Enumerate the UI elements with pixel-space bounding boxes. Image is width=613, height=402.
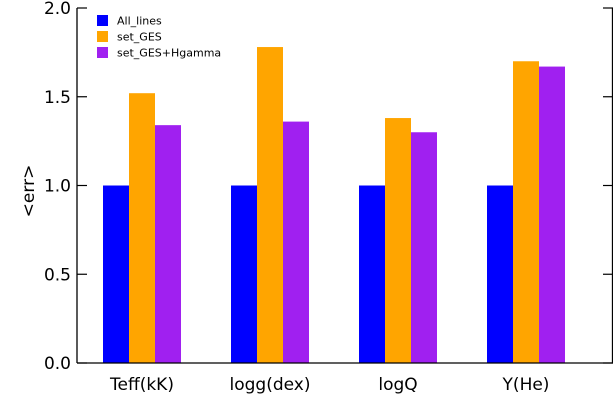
- bar-all-lines-0: [103, 185, 129, 363]
- y-tick-label: 0.5: [44, 265, 71, 285]
- bar-set-ges-hgamma-2: [411, 132, 437, 363]
- legend-swatch: [97, 31, 108, 42]
- legend-swatch: [97, 47, 108, 58]
- bar-set-ges-hgamma-1: [283, 121, 309, 363]
- bar-set-ges-1: [257, 47, 283, 364]
- bar-set-ges-hgamma-0: [155, 125, 181, 364]
- legend: All_lines set_GES set_GES+Hgamma: [97, 15, 221, 60]
- bar-set-ges-hgamma-3: [539, 66, 565, 363]
- bar-set-ges-2: [385, 118, 411, 363]
- legend-swatch: [97, 15, 108, 26]
- bar-set-ges-0: [129, 93, 155, 363]
- bar-all-lines-1: [231, 185, 257, 363]
- x-tick-label: logg(dex): [230, 375, 311, 395]
- bar-all-lines-3: [487, 185, 513, 363]
- y-tick-label: 1.5: [44, 88, 71, 108]
- bar-all-lines-2: [359, 185, 385, 363]
- legend-label: All_lines: [117, 15, 162, 28]
- axes-layer: Teff(kK) logg(dex) logQ Y(He) 0.0 0.5 1.0 1.5 2.…: [44, 0, 613, 395]
- legend-label: set_GES: [117, 31, 162, 44]
- bars-layer: [103, 47, 565, 364]
- bar-set-ges-3: [513, 61, 539, 363]
- x-tick-label: Y(He): [502, 375, 550, 395]
- x-tick-label: Teff(kK): [109, 375, 174, 395]
- x-tick-label: logQ: [378, 375, 417, 395]
- legend-label: set_GES+Hgamma: [117, 47, 221, 60]
- y-tick-label: 0.0: [44, 354, 71, 374]
- y-tick-label: 2.0: [44, 0, 71, 19]
- y-tick-label: 1.0: [44, 177, 71, 197]
- y-axis-title: <err>: [19, 165, 39, 218]
